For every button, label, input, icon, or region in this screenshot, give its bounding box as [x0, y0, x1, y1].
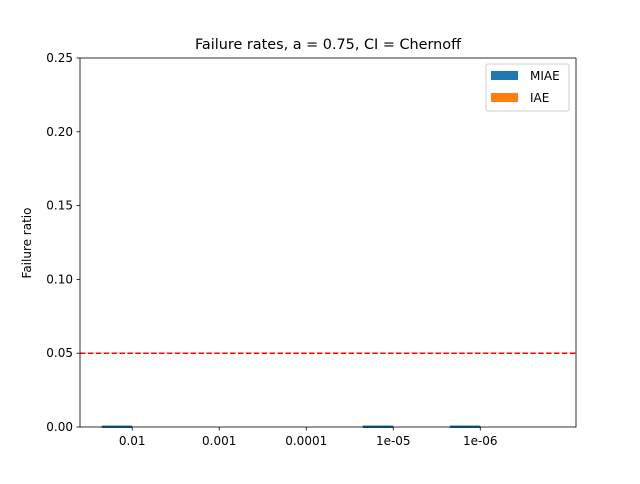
y-tick-label: 0.00 [46, 420, 73, 434]
x-tick-label: 0.01 [119, 434, 146, 448]
legend-swatch-miae [491, 71, 518, 80]
y-tick-label: 0.25 [46, 51, 73, 65]
legend-label-iae: IAE [530, 91, 549, 105]
legend-swatch-iae [491, 93, 518, 102]
y-tick-label: 0.05 [46, 346, 73, 360]
y-tick-label: 0.15 [46, 199, 73, 213]
plot-area: 0.00 0.05 0.10 0.15 0.20 0.25 0.01 0.001 0.0001 1… [46, 51, 577, 448]
x-tick-label: 1e-05 [376, 434, 411, 448]
legend-label-miae: MIAE [530, 69, 560, 83]
y-tick-label: 0.10 [46, 272, 73, 286]
x-tick-label: 0.0001 [285, 434, 327, 448]
y-tick-label: 0.20 [46, 125, 73, 139]
y-axis-label: Failure ratio [20, 208, 34, 279]
axes-frame [79, 57, 577, 428]
chart-title: Failure rates, a = 0.75, CI = Chernoff [195, 37, 462, 53]
x-tick-label: 0.001 [202, 434, 236, 448]
x-tick-label: 1e-06 [463, 434, 498, 448]
legend: MIAE IAE [485, 63, 570, 112]
